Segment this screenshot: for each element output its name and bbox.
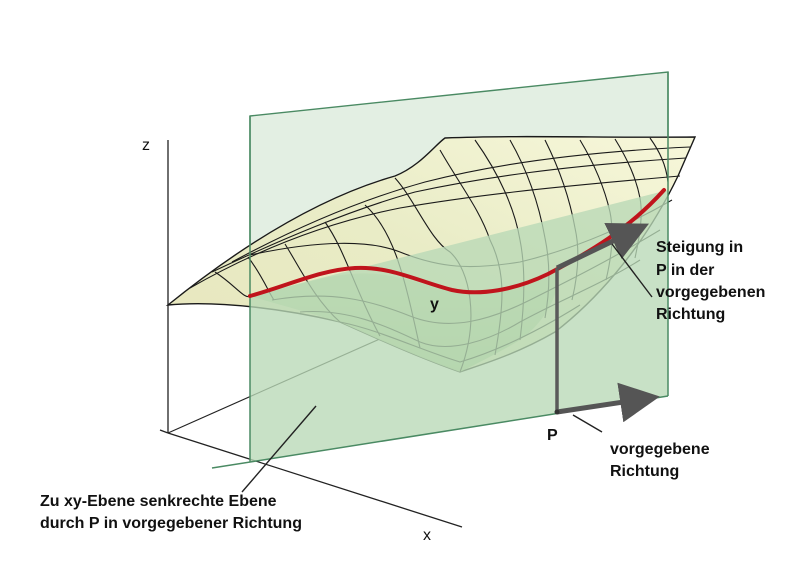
- plane-leader-line: [241, 405, 317, 493]
- point-p-marker: [554, 409, 560, 415]
- point-p-label: P: [547, 427, 558, 444]
- direction-arrow: [556, 382, 660, 423]
- direction-label-line-2: Richtung: [610, 463, 679, 480]
- plane-label-line-1: Zu xy-Ebene senkrechte Ebene: [40, 493, 277, 510]
- axis-z-label: z: [142, 137, 150, 154]
- axis-x-label: x: [423, 527, 431, 544]
- direction-label-line-1: vorgegebene: [610, 441, 710, 458]
- plane-label-line-2: durch P in vorgegebener Richtung: [40, 515, 302, 532]
- vertical-plane-lower: [250, 190, 668, 462]
- slope-label-line-2: P in der: [656, 262, 714, 279]
- slope-leader-line: [611, 243, 653, 298]
- x-axis: [167, 432, 463, 528]
- direction-leader-line: [572, 414, 603, 433]
- axis-y-label: y: [430, 296, 439, 313]
- slope-label-line-1: Steigung in: [656, 239, 743, 256]
- slope-label-line-3: vorgegebenen: [656, 284, 765, 301]
- slope-label-line-4: Richtung: [656, 306, 725, 323]
- x-axis-back: [159, 429, 169, 434]
- slope-arrow: [555, 223, 650, 271]
